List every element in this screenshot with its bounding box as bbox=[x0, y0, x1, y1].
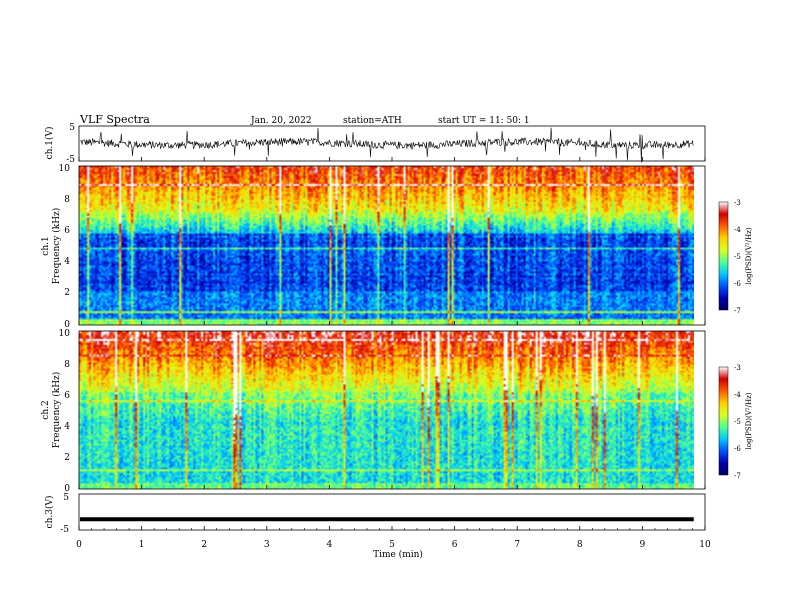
ch2-spectrogram-image bbox=[79, 331, 694, 489]
x-tick-label: 0 bbox=[76, 540, 82, 550]
ch2-cb-tick-3: -3 bbox=[734, 364, 741, 372]
ch2-ytick-8: 8 bbox=[64, 360, 70, 370]
x-tick-label: 7 bbox=[514, 540, 520, 550]
ch3-ytick-bottom: -5 bbox=[60, 525, 69, 535]
ch2-colorbar: -3 -4 -5 -6 -7 log(PSD)(V²/Hz) bbox=[718, 364, 753, 480]
ch1-ytick-top: 5 bbox=[69, 123, 75, 133]
header-date: Jan. 20, 2022 bbox=[250, 116, 312, 126]
ch2-ytick-10: 10 bbox=[59, 329, 71, 339]
ch1-spectrogram-panel: 10 8 6 4 2 0 ch.1 Frequency (kHz) bbox=[41, 164, 706, 330]
ch1-cb-tick-3: -3 bbox=[734, 199, 741, 207]
ch2-colorbar-ramp bbox=[718, 366, 729, 476]
ch1-ytick-4: 4 bbox=[64, 257, 70, 267]
x-tick-label: 1 bbox=[139, 540, 145, 550]
ch2-colorbar-label: log(PSD)(V²/Hz) bbox=[745, 392, 753, 449]
ch1-colorbar-ramp bbox=[718, 201, 729, 311]
ch1-colorbar-label: log(PSD)(V²/Hz) bbox=[745, 227, 753, 284]
x-axis-label: Time (min) bbox=[373, 549, 423, 560]
ch1-cb-tick-7: -7 bbox=[734, 307, 741, 315]
ch1-label: ch.1 bbox=[41, 236, 51, 255]
ch3-ytick-top: 5 bbox=[63, 493, 69, 503]
ch3-waveform-panel: 5 -5 ch.3(V) bbox=[44, 493, 706, 535]
ch2-ytick-0: 0 bbox=[64, 484, 70, 494]
ch2-cb-tick-4: -4 bbox=[734, 391, 741, 399]
ch1-colorbar: -3 -4 -5 -6 -7 log(PSD)(V²/Hz) bbox=[718, 199, 753, 315]
ch1-ytick-10: 10 bbox=[59, 164, 71, 174]
x-tick-label: 3 bbox=[264, 540, 270, 550]
ch2-cb-tick-5: -5 bbox=[734, 418, 741, 426]
header-start-ut: start UT = 11: 50: 1 bbox=[438, 116, 530, 126]
ch2-ytick-4: 4 bbox=[64, 422, 70, 432]
ch1-waveform-panel: 5 -5 ch.1(V) bbox=[44, 123, 706, 165]
x-tick-label: 6 bbox=[452, 540, 458, 550]
x-tick-label: 8 bbox=[577, 540, 583, 550]
ch1-cb-tick-4: -4 bbox=[734, 226, 741, 234]
ch1-spectrogram-image bbox=[79, 166, 694, 325]
ch3-waveform-frame bbox=[78, 493, 706, 531]
ch2-cb-tick-6: -6 bbox=[734, 445, 741, 453]
x-tick-label: 10 bbox=[699, 540, 711, 550]
ch2-ytick-6: 6 bbox=[64, 391, 70, 401]
ch2-frequency-label: Frequency (kHz) bbox=[51, 372, 62, 449]
figure-title: VLF Spectra bbox=[79, 113, 150, 126]
ch2-cb-tick-7: -7 bbox=[734, 472, 741, 480]
ch1-ytick-2: 2 bbox=[64, 288, 70, 298]
ch1-ytick-6: 6 bbox=[64, 226, 70, 236]
ch2-spectrogram-panel: 10 8 6 4 2 0 ch.2 Frequency (kHz) bbox=[41, 329, 706, 494]
x-tick-label: 4 bbox=[327, 540, 333, 550]
ch1-cb-tick-6: -6 bbox=[734, 280, 741, 288]
ch2-ytick-2: 2 bbox=[64, 453, 70, 463]
ch2-label: ch.2 bbox=[41, 400, 51, 419]
ch1-ytick-0: 0 bbox=[64, 320, 70, 330]
x-tick-label: 5 bbox=[389, 540, 395, 550]
x-tick-label: 9 bbox=[640, 540, 646, 550]
time-axis: 0 1 2 3 4 5 6 7 8 9 10 bbox=[76, 157, 711, 550]
ch1-waveform-ylabel: ch.1(V) bbox=[44, 127, 55, 160]
ch1-frequency-label: Frequency (kHz) bbox=[51, 208, 62, 285]
ch1-cb-tick-5: -5 bbox=[734, 253, 741, 261]
ch1-waveform-trace bbox=[79, 127, 694, 163]
x-tick-label: 2 bbox=[201, 540, 207, 550]
ch1-ytick-8: 8 bbox=[64, 195, 70, 205]
header-station: station=ATH bbox=[343, 116, 402, 126]
ch1-ytick-bottom: -5 bbox=[66, 155, 75, 165]
ch3-waveform-ylabel: ch.3(V) bbox=[44, 496, 55, 529]
